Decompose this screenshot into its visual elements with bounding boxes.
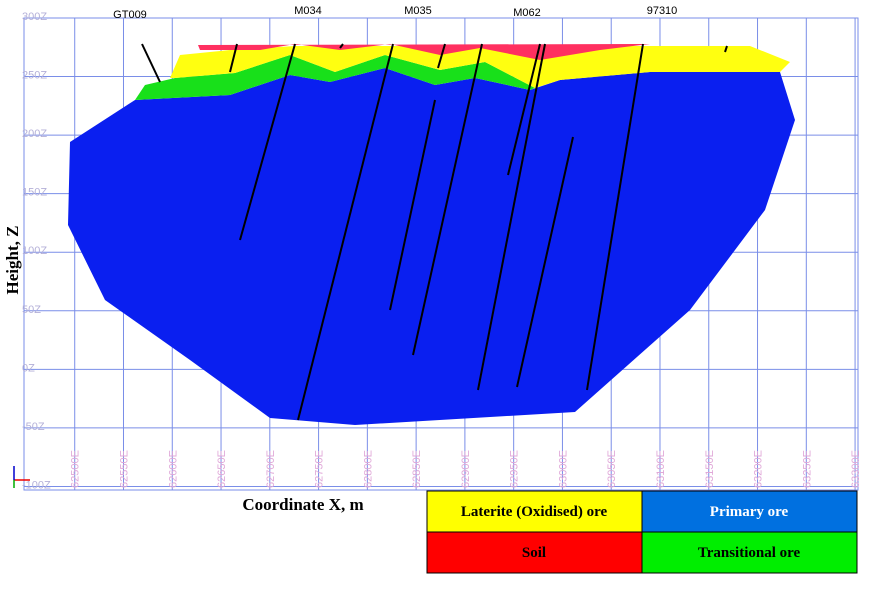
y-axis-label: Height, Z bbox=[3, 226, 22, 295]
laterite-ore bbox=[170, 46, 790, 88]
drillhole-label: M035 bbox=[404, 5, 432, 17]
drillhole-label: M034 bbox=[294, 5, 322, 17]
y-tick-label: -50Z bbox=[22, 421, 45, 433]
drillhole bbox=[507, 43, 541, 176]
primary-ore bbox=[68, 68, 795, 425]
drillhole bbox=[412, 43, 483, 356]
drillhole bbox=[229, 43, 238, 73]
drillhole bbox=[389, 99, 436, 311]
legend-label: Primary ore bbox=[710, 504, 789, 520]
x-tick-label: 62700E bbox=[265, 450, 277, 488]
legend-swatch bbox=[426, 490, 643, 533]
x-tick-label: 62650E bbox=[216, 450, 228, 488]
y-tick-label: 100Z bbox=[22, 245, 47, 257]
drillhole bbox=[141, 43, 161, 83]
origin-marker bbox=[13, 466, 30, 488]
legend-swatch bbox=[641, 490, 858, 533]
drillholes bbox=[141, 43, 728, 421]
drillhole-label: 97310 bbox=[647, 5, 678, 17]
drillhole bbox=[437, 43, 446, 69]
x-tick-label: 63300E bbox=[850, 450, 862, 488]
x-tick-label: 62550E bbox=[118, 450, 130, 488]
y-tick-label: 0Z bbox=[22, 362, 35, 374]
x-tick-label: 63250E bbox=[801, 450, 813, 488]
x-tick-label: 63150E bbox=[704, 450, 716, 488]
legend: Laterite (Oxidised) ore Primary ore Soil Tr… bbox=[426, 490, 858, 574]
drillhole bbox=[339, 43, 344, 49]
drillhole-label: GT009 bbox=[113, 9, 147, 21]
y-tick-label: 50Z bbox=[22, 304, 41, 316]
drillhole bbox=[516, 136, 574, 388]
y-tick-label: 300Z bbox=[22, 11, 47, 23]
drillhole bbox=[586, 43, 644, 391]
legend-label: Soil bbox=[522, 545, 546, 561]
x-tick-label: 62850E bbox=[411, 450, 423, 488]
x-tick-label: 62500E bbox=[70, 450, 82, 488]
x-tick-label: 62900E bbox=[460, 450, 472, 488]
y-tick-label: 250Z bbox=[22, 70, 47, 82]
x-tick-label: 62600E bbox=[167, 450, 179, 488]
drillhole bbox=[477, 43, 546, 391]
x-tick-label: 62800E bbox=[362, 450, 374, 488]
x-tick-label: 62750E bbox=[314, 450, 326, 488]
y-tick-label: 150Z bbox=[22, 187, 47, 199]
legend-label: Laterite (Oxidised) ore bbox=[461, 504, 608, 520]
legend-swatch bbox=[641, 531, 858, 574]
drillhole-label: M062 bbox=[513, 7, 541, 19]
x-tick-label: 63200E bbox=[753, 450, 765, 488]
x-tick-label: 63100E bbox=[655, 450, 667, 488]
x-tick-label: 62950E bbox=[509, 450, 521, 488]
x-tick-label: 63050E bbox=[606, 450, 618, 488]
y-tick-label: -100Z bbox=[22, 479, 51, 491]
x-axis-label: Coordinate X, m bbox=[242, 495, 363, 514]
drillhole bbox=[724, 45, 728, 53]
drillhole bbox=[239, 43, 296, 241]
drillhole bbox=[297, 43, 394, 421]
transitional-ore bbox=[135, 55, 535, 100]
legend-swatch bbox=[426, 531, 643, 574]
legend-label: Transitional ore bbox=[698, 545, 801, 561]
x-tick-label: 63000E bbox=[557, 450, 569, 488]
y-tick-label: 200Z bbox=[22, 128, 47, 140]
drillhole-labels: GT009 M034 M035 M062 97310 bbox=[113, 5, 677, 21]
